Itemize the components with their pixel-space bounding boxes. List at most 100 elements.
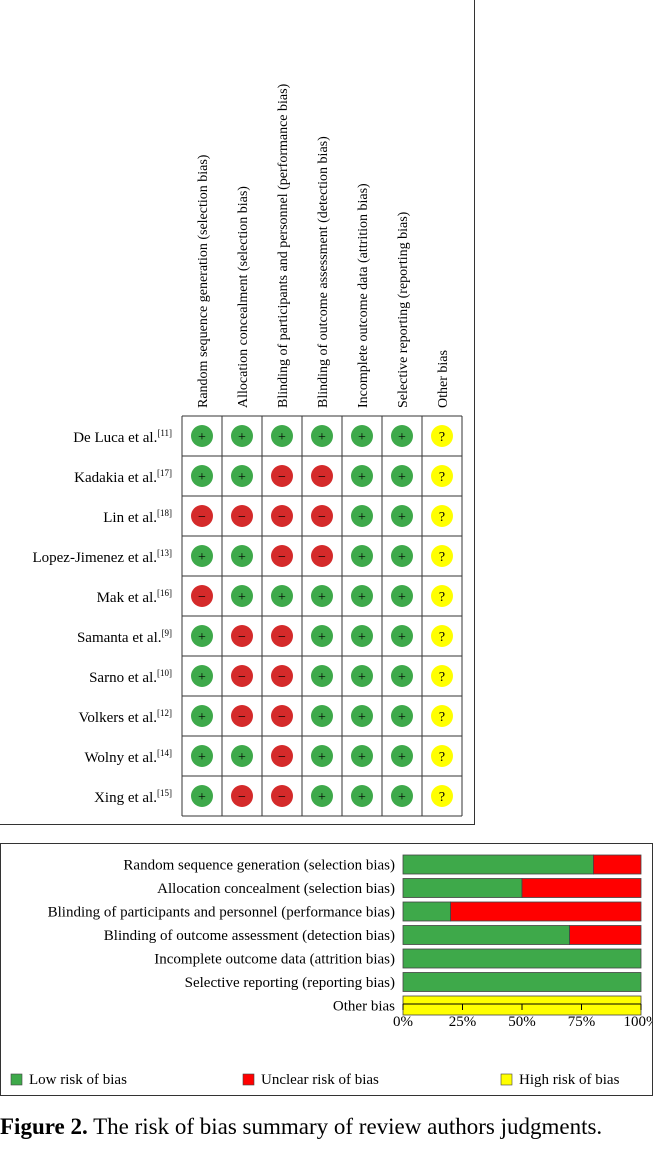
low-risk-icon <box>311 585 333 607</box>
column-header: Random sequence generation (selection bi… <box>196 154 211 408</box>
bar-segment <box>402 878 523 898</box>
study-ref: [15] <box>157 788 172 798</box>
judgment-symbol: + <box>198 470 206 485</box>
judgment-symbol: + <box>398 550 406 565</box>
low-risk-icon <box>391 625 413 647</box>
unclear-risk-icon <box>231 505 253 527</box>
low-risk-icon <box>391 505 413 527</box>
judgment-symbol: − <box>278 630 286 645</box>
legend-label: Unclear risk of bias <box>261 1072 379 1088</box>
bar-segment <box>402 972 642 992</box>
judgment-symbol: + <box>318 590 326 605</box>
judgment-symbol: + <box>198 750 206 765</box>
low-risk-icon <box>311 625 333 647</box>
x-tick-label: 100% <box>624 1014 653 1030</box>
low-risk-icon <box>191 545 213 567</box>
category-label: Incomplete outcome data (attrition bias) <box>154 952 395 968</box>
judgment-symbol: + <box>358 710 366 725</box>
low-risk-icon <box>391 785 413 807</box>
x-tick-label: 75% <box>568 1014 596 1030</box>
study-label: Kadakia et al.[17] <box>74 468 172 486</box>
judgment-symbol: + <box>398 510 406 525</box>
study-name: Kadakia et al. <box>74 470 157 486</box>
study-ref: [16] <box>157 588 172 598</box>
high-risk-icon <box>431 585 453 607</box>
unclear-risk-icon <box>271 705 293 727</box>
column-header: Allocation concealment (selection bias) <box>236 186 251 408</box>
low-risk-icon <box>191 785 213 807</box>
study-name: Wolny et al. <box>84 750 157 766</box>
low-risk-icon <box>231 745 253 767</box>
low-risk-icon <box>351 785 373 807</box>
judgment-symbol: + <box>358 670 366 685</box>
study-label: Samanta et al.[9] <box>77 628 172 646</box>
column-header: Other bias <box>436 350 451 408</box>
judgment-symbol: − <box>318 550 326 565</box>
low-risk-icon <box>191 425 213 447</box>
judgment-symbol: − <box>198 510 206 525</box>
unclear-risk-icon <box>191 585 213 607</box>
low-risk-icon <box>191 465 213 487</box>
low-risk-icon <box>391 585 413 607</box>
judgment-symbol: ? <box>439 790 445 805</box>
legend-swatch <box>242 1073 255 1086</box>
study-label: Sarno et al.[10] <box>89 668 172 686</box>
judgment-symbol: + <box>358 750 366 765</box>
low-risk-icon <box>351 705 373 727</box>
low-risk-icon <box>231 545 253 567</box>
figure-caption: Figure 2. The risk of bias summary of re… <box>0 1114 655 1140</box>
judgment-symbol: − <box>278 750 286 765</box>
risk-of-bias-summary-panel: Random sequence generation (selection bi… <box>0 0 475 825</box>
study-ref: [12] <box>157 708 172 718</box>
column-header: Blinding of outcome assessment (detectio… <box>316 136 331 408</box>
low-risk-icon <box>311 425 333 447</box>
unclear-risk-icon <box>311 465 333 487</box>
high-risk-icon <box>431 425 453 447</box>
low-risk-icon <box>391 745 413 767</box>
unclear-risk-icon <box>271 745 293 767</box>
judgment-symbol: + <box>238 550 246 565</box>
judgment-symbol: + <box>278 590 286 605</box>
study-ref: [14] <box>157 748 172 758</box>
judgment-symbol: + <box>318 710 326 725</box>
unclear-risk-icon <box>231 625 253 647</box>
low-risk-icon <box>191 665 213 687</box>
study-ref: [9] <box>162 628 173 638</box>
low-risk-icon <box>191 625 213 647</box>
high-risk-icon <box>431 545 453 567</box>
judgment-symbol: + <box>358 510 366 525</box>
judgment-symbol: + <box>198 790 206 805</box>
study-ref: [10] <box>157 668 172 678</box>
high-risk-icon <box>431 665 453 687</box>
low-risk-icon <box>351 665 373 687</box>
legend-swatch <box>500 1073 513 1086</box>
figure-caption-text: The risk of bias summary of review autho… <box>87 1114 603 1139</box>
judgment-symbol: − <box>278 670 286 685</box>
study-ref: [13] <box>157 548 172 558</box>
low-risk-icon <box>311 665 333 687</box>
unclear-risk-icon <box>271 625 293 647</box>
judgment-symbol: + <box>278 430 286 445</box>
category-label: Blinding of outcome assessment (detectio… <box>104 928 395 944</box>
bar-segment <box>521 878 642 898</box>
low-risk-icon <box>351 465 373 487</box>
low-risk-icon <box>271 585 293 607</box>
judgment-symbol: ? <box>439 670 445 685</box>
judgment-symbol: + <box>198 710 206 725</box>
judgment-symbol: + <box>398 470 406 485</box>
category-label: Allocation concealment (selection bias) <box>157 881 395 897</box>
column-header: Incomplete outcome data (attrition bias) <box>356 183 371 408</box>
study-name: De Luca et al. <box>73 430 157 446</box>
judgment-symbol: + <box>358 630 366 645</box>
high-risk-icon <box>431 625 453 647</box>
study-label: Volkers et al.[12] <box>79 708 172 726</box>
high-risk-icon <box>431 465 453 487</box>
bar-segment <box>450 901 642 922</box>
judgment-symbol: + <box>398 670 406 685</box>
low-risk-icon <box>231 585 253 607</box>
unclear-risk-icon <box>231 665 253 687</box>
judgment-symbol: + <box>198 670 206 685</box>
column-header: Blinding of participants and personnel (… <box>276 83 291 408</box>
judgment-symbol: + <box>318 670 326 685</box>
study-label: Mak et al.[16] <box>97 588 172 606</box>
